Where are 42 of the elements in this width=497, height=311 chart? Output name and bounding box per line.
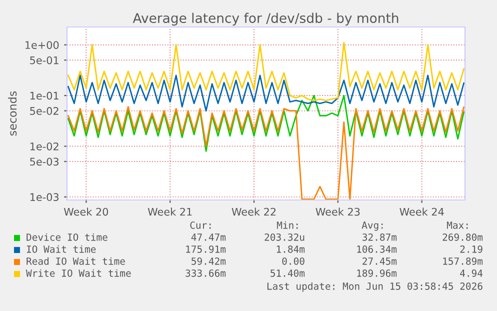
text: 47.47m — [191, 234, 226, 241]
text: 51.40m — [270, 269, 305, 277]
text: 203.32u — [264, 233, 304, 241]
text: 2.19 — [460, 245, 482, 253]
text: 32.87m — [362, 233, 397, 241]
line-series — [68, 74, 464, 112]
legend-label: Write IO Wait time — [26, 269, 131, 277]
text: 1.84m — [276, 245, 305, 253]
text: Min: — [276, 221, 298, 229]
y-tick-label: 1e-01 — [30, 92, 58, 100]
y-tick-label: 1e-02 — [30, 142, 58, 150]
x-tick-label: Week 22 — [232, 208, 276, 216]
text: 4.94 — [460, 269, 483, 277]
y-tick-label: 1e+00 — [25, 41, 59, 49]
y-tick-label: 5e-02 — [30, 107, 58, 115]
x-tick-label: Week 21 — [148, 208, 192, 216]
text: Last update: Mon Jun 15 03:58:45 2026 — [267, 282, 482, 292]
text: 175.91m — [186, 245, 226, 253]
y-tick-label: 1e-03 — [30, 193, 59, 202]
y-axis-title: seconds — [8, 91, 17, 136]
text: 157.89m — [443, 257, 483, 265]
line-series — [68, 42, 464, 102]
line-series — [68, 94, 464, 152]
text: Max: — [446, 222, 468, 229]
text: 59.42m — [192, 257, 226, 265]
legend-label: Read IO Wait time — [26, 257, 125, 265]
chart-title: Average latency for /dev/sdb - by month — [132, 12, 398, 26]
text: 189.96m — [357, 269, 397, 277]
legend-label: IO Wait time — [26, 245, 96, 253]
y-tick-label: 5e-01 — [30, 56, 58, 64]
text: 27.45m — [362, 257, 397, 265]
text: 269.80m — [442, 233, 483, 241]
text: 0.00 — [282, 257, 304, 265]
text: Cur: — [190, 221, 211, 229]
text: Avg: — [362, 222, 383, 231]
text: 333.66m — [186, 269, 226, 277]
x-tick-label: Week 24 — [400, 208, 444, 216]
x-tick-label: Week 20 — [64, 208, 108, 216]
x-tick-label: Week 23 — [316, 208, 360, 216]
y-tick-label: 5e-03 — [30, 158, 59, 166]
legend-label: Device IO time — [26, 233, 108, 241]
text: 106.34m — [357, 245, 397, 253]
